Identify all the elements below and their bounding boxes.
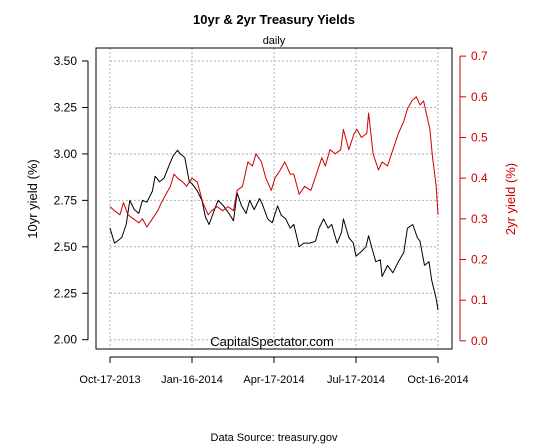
left-tick-label: 2.50	[54, 240, 78, 254]
left-tick-label: 2.75	[54, 193, 78, 207]
right-tick-label: 0.0	[471, 334, 488, 348]
yield-2yr-line	[109, 96, 439, 228]
right-axis-label: 2yr yield (%)	[503, 163, 518, 235]
right-tick-label: 0.2	[471, 253, 488, 267]
grid-lines	[109, 48, 439, 349]
yield-10yr-line	[109, 149, 439, 311]
left-tick-label: 2.25	[54, 286, 78, 300]
left-axis-label: 10yr yield (%)	[25, 159, 40, 238]
left-tick-label: 2.00	[54, 333, 78, 347]
left-axis: 2.00 2.25 2.50 2.75 3.00 3.25 3.50	[54, 54, 89, 347]
chart-title: 10yr & 2yr Treasury Yields	[193, 12, 355, 27]
x-tick-label: Oct-16-2014	[407, 374, 468, 386]
x-tick-label: Apr-17-2014	[243, 374, 304, 386]
plot-frame	[95, 47, 453, 350]
x-axis: Oct-17-2013 Jan-16-2014 Apr-17-2014 Jul-17-…	[79, 356, 469, 386]
right-tick-label: 0.5	[471, 130, 488, 144]
right-tick-label: 0.7	[471, 49, 488, 63]
right-tick-label: 0.1	[471, 293, 488, 307]
right-tick-label: 0.3	[471, 212, 488, 226]
right-tick-label: 0.6	[471, 90, 488, 104]
left-tick-label: 3.25	[54, 100, 78, 114]
chart-subtitle: daily	[263, 35, 286, 47]
series-lines	[109, 96, 439, 311]
right-axis: 0.0 0.1 0.2 0.3 0.4 0.5 0.6 0.7	[459, 49, 488, 348]
data-source: Data Source: treasury.gov	[211, 432, 338, 444]
x-tick-label: Oct-17-2013	[79, 374, 140, 386]
left-tick-label: 3.50	[54, 54, 78, 68]
x-tick-label: Jul-17-2014	[327, 374, 385, 386]
left-tick-label: 3.00	[54, 147, 78, 161]
watermark: CapitalSpectator.com	[210, 334, 334, 349]
right-tick-label: 0.4	[471, 171, 488, 185]
x-tick-label: Jan-16-2014	[161, 374, 223, 386]
